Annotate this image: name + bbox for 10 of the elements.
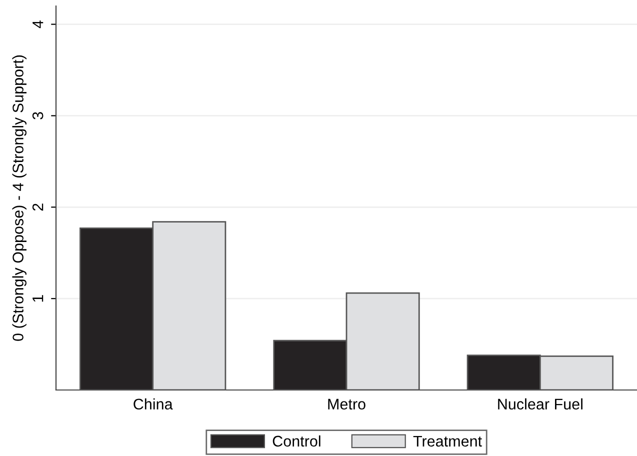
legend-label: Treatment: [413, 436, 482, 447]
y-tick-label: 3: [32, 112, 44, 120]
y-axis-title: 0 (Strongly Oppose) - 4 (Strongly Support): [12, 55, 26, 341]
y-tick-label: 1: [32, 295, 44, 302]
legend-label: Control: [272, 435, 320, 447]
x-tick-label: China: [134, 398, 173, 410]
x-tick-label: Nuclear Fuel: [498, 398, 582, 410]
y-tick-label: 4: [32, 20, 44, 28]
x-tick-label: Metro: [328, 398, 366, 410]
y-tick-label: 2: [32, 204, 44, 211]
